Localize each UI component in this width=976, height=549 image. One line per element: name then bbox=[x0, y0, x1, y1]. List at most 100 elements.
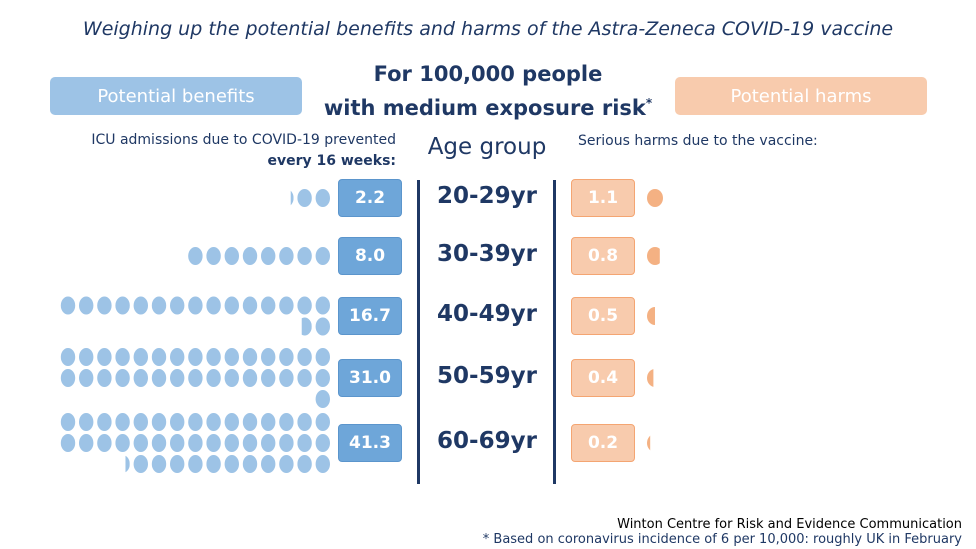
benefit-dot bbox=[261, 247, 276, 265]
benefit-dot bbox=[315, 390, 330, 408]
benefit-dot bbox=[297, 455, 312, 473]
benefit-dot bbox=[97, 434, 112, 452]
benefit-dot bbox=[115, 434, 130, 452]
benefit-dot bbox=[206, 247, 221, 265]
benefit-value-60-69yr: 41.3 bbox=[338, 424, 402, 462]
benefit-dot bbox=[79, 348, 94, 366]
benefit-caption-line-2: every 16 weeks: bbox=[40, 151, 396, 172]
benefit-dot bbox=[224, 247, 239, 265]
benefit-dot bbox=[115, 296, 130, 315]
benefit-dot bbox=[261, 434, 276, 452]
harm-dot-partial bbox=[647, 189, 663, 207]
benefit-dot bbox=[60, 296, 76, 315]
harm-value-60-69yr: 0.2 bbox=[571, 424, 635, 462]
benefit-dot bbox=[79, 369, 94, 387]
benefit-dot bbox=[297, 189, 312, 207]
benefit-dot bbox=[206, 434, 221, 452]
benefit-dot bbox=[79, 296, 94, 315]
benefit-dot bbox=[315, 455, 330, 473]
footer-note: * Based on coronavirus incidence of 6 pe… bbox=[482, 532, 962, 547]
benefit-dot bbox=[297, 369, 312, 387]
harm-value-20-29yr: 1.1 bbox=[571, 179, 635, 217]
chart-subtitle: For 100,000 people with medium exposure … bbox=[300, 60, 676, 123]
benefits-header: Potential benefits bbox=[50, 77, 302, 115]
age-label-50-59yr: 50-59yr bbox=[437, 363, 537, 389]
benefit-dot bbox=[188, 348, 203, 366]
subtitle-line-2: with medium exposure risk* bbox=[300, 89, 676, 123]
benefit-dot bbox=[242, 455, 258, 473]
harm-caption: Serious harms due to the vaccine: bbox=[578, 133, 818, 149]
benefit-dot bbox=[170, 413, 185, 431]
chart-title: Weighing up the potential benefits and h… bbox=[82, 18, 894, 40]
benefit-dot bbox=[315, 369, 330, 387]
benefit-dot bbox=[188, 434, 203, 452]
benefit-value-40-49yr: 16.7 bbox=[338, 297, 402, 335]
benefit-dot bbox=[297, 434, 312, 452]
benefit-dot bbox=[133, 348, 148, 366]
benefit-dot bbox=[60, 413, 76, 431]
benefit-dot bbox=[224, 413, 239, 431]
benefit-dot bbox=[206, 455, 221, 473]
age-label-40-49yr: 40-49yr bbox=[437, 301, 537, 327]
benefit-dot bbox=[151, 296, 167, 315]
benefit-dot bbox=[279, 434, 294, 452]
benefit-dot bbox=[224, 434, 239, 452]
benefit-dot bbox=[206, 296, 221, 315]
benefit-dot bbox=[315, 348, 330, 366]
harm-dots-30-39yr bbox=[647, 247, 660, 265]
benefit-dot bbox=[224, 455, 239, 473]
benefit-dot bbox=[170, 348, 185, 366]
benefit-dot bbox=[242, 296, 258, 315]
benefit-dot bbox=[115, 348, 130, 366]
harm-dot-partial bbox=[647, 435, 651, 451]
benefit-dot bbox=[224, 348, 239, 366]
benefit-dot bbox=[60, 369, 76, 387]
benefit-dot bbox=[79, 434, 94, 452]
benefit-dot bbox=[188, 455, 203, 473]
benefit-dot bbox=[261, 296, 276, 315]
benefit-value-20-29yr: 2.2 bbox=[338, 179, 402, 217]
benefit-dot-partial bbox=[290, 190, 294, 206]
benefit-dot bbox=[315, 434, 330, 452]
benefit-dot bbox=[133, 413, 148, 431]
benefit-dot bbox=[97, 296, 112, 315]
harm-dots-50-59yr bbox=[647, 369, 654, 387]
benefit-dot bbox=[97, 348, 112, 366]
benefit-dot bbox=[188, 413, 203, 431]
benefit-dot bbox=[242, 369, 258, 387]
benefit-dots-40-49yr bbox=[60, 296, 330, 336]
benefit-dot bbox=[170, 296, 185, 315]
harm-dots-40-49yr bbox=[647, 307, 655, 325]
harm-dot-partial bbox=[647, 369, 654, 387]
benefit-value-30-39yr: 8.0 bbox=[338, 237, 402, 275]
benefit-dot bbox=[97, 413, 112, 431]
benefit-dot bbox=[170, 434, 185, 452]
benefit-dot bbox=[297, 296, 312, 315]
benefit-dot bbox=[133, 369, 148, 387]
benefit-dot bbox=[261, 455, 276, 473]
benefit-dot bbox=[315, 247, 330, 265]
benefit-dot bbox=[297, 247, 312, 265]
benefit-dot bbox=[60, 348, 76, 366]
benefit-dot bbox=[151, 413, 167, 431]
benefit-dot bbox=[97, 369, 112, 387]
benefit-dot bbox=[242, 413, 258, 431]
harm-value-30-39yr: 0.8 bbox=[571, 237, 635, 275]
harm-dots-20-29yr bbox=[647, 189, 663, 207]
age-label-20-29yr: 20-29yr bbox=[437, 183, 537, 209]
subtitle-line-1: For 100,000 people bbox=[373, 62, 603, 86]
benefit-value-50-59yr: 31.0 bbox=[338, 359, 402, 397]
benefit-dot bbox=[261, 369, 276, 387]
harm-dot-partial bbox=[647, 307, 655, 325]
benefit-dot bbox=[297, 413, 312, 431]
benefit-dots-60-69yr bbox=[60, 413, 330, 473]
benefit-dot bbox=[79, 413, 94, 431]
benefit-dot bbox=[315, 189, 330, 207]
benefit-dot bbox=[188, 369, 203, 387]
benefit-caption-line-2-text: every 16 weeks: bbox=[267, 153, 396, 169]
benefit-dot bbox=[170, 455, 185, 473]
benefit-dots-30-39yr bbox=[188, 247, 330, 265]
benefit-dot bbox=[279, 455, 294, 473]
benefit-dot bbox=[224, 369, 239, 387]
